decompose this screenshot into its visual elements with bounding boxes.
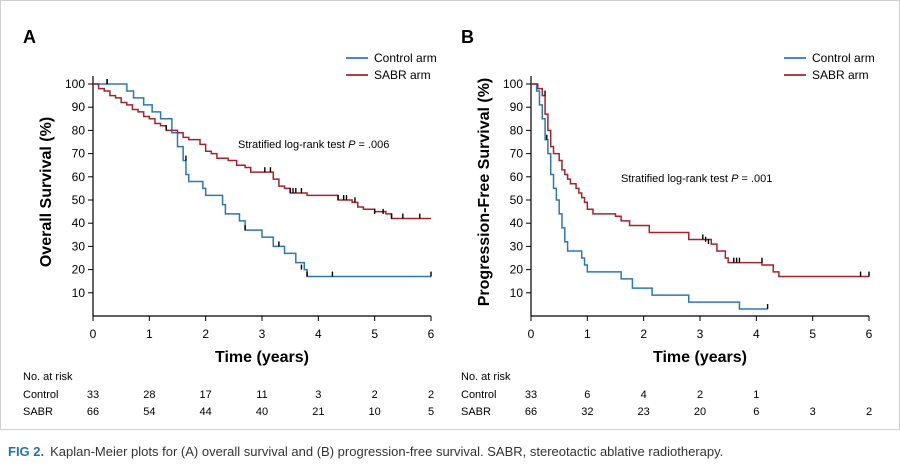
x-tick-label: 1 bbox=[584, 327, 591, 341]
at-risk-value: 33 bbox=[525, 389, 537, 401]
y-tick-label: 30 bbox=[72, 239, 86, 253]
at-risk-value: 40 bbox=[256, 406, 268, 418]
at-risk-header: No. at risk bbox=[23, 371, 73, 383]
km-curve-control-arm bbox=[93, 83, 431, 278]
km-curve-control-arm bbox=[531, 83, 768, 310]
legend-label: Control arm bbox=[812, 51, 875, 65]
caption-text: Kaplan-Meier plots for (A) overall survi… bbox=[50, 444, 724, 459]
legend-label: SABR arm bbox=[812, 68, 869, 82]
at-risk-value: 3 bbox=[810, 406, 816, 418]
y-tick-label: 60 bbox=[72, 170, 86, 184]
x-tick-label: 4 bbox=[315, 327, 322, 341]
at-risk-value: 4 bbox=[641, 389, 647, 401]
y-tick-label: 10 bbox=[510, 286, 524, 300]
legend-label: SABR arm bbox=[374, 68, 431, 82]
at-risk-value: 66 bbox=[87, 406, 99, 418]
x-tick-label: 5 bbox=[371, 327, 378, 341]
at-risk-value: 2 bbox=[697, 389, 703, 401]
at-risk-value: 17 bbox=[200, 389, 212, 401]
y-tick-label: 70 bbox=[72, 147, 86, 161]
x-tick-label: 5 bbox=[809, 327, 816, 341]
logrank-annotation: Stratified log-rank test P = .006 bbox=[238, 139, 389, 151]
y-tick-label: 50 bbox=[510, 193, 524, 207]
caption-label: FIG 2. bbox=[8, 444, 45, 459]
y-tick-label: 90 bbox=[72, 100, 86, 114]
y-tick-label: 50 bbox=[72, 193, 86, 207]
at-risk-value: 5 bbox=[428, 406, 434, 418]
y-axis-title: Progression-Free Survival (%) bbox=[476, 78, 493, 307]
at-risk-value: 1 bbox=[753, 389, 759, 401]
x-tick-label: 6 bbox=[428, 327, 435, 341]
y-tick-label: 60 bbox=[510, 170, 524, 184]
y-tick-label: 30 bbox=[510, 239, 524, 253]
at-risk-value: 11 bbox=[256, 389, 267, 401]
panel-label: A bbox=[23, 27, 36, 47]
y-tick-label: 80 bbox=[510, 123, 524, 137]
x-tick-label: 6 bbox=[866, 327, 873, 341]
y-tick-label: 20 bbox=[72, 263, 86, 277]
at-risk-value: 2 bbox=[372, 389, 378, 401]
y-tick-label: 80 bbox=[72, 123, 86, 137]
y-axis-title: Overall Survival (%) bbox=[38, 117, 55, 267]
at-risk-value: 66 bbox=[525, 406, 537, 418]
at-risk-row-label: Control bbox=[23, 389, 58, 401]
y-tick-label: 20 bbox=[510, 263, 524, 277]
km-curve-sabr-arm bbox=[93, 83, 431, 220]
x-tick-label: 4 bbox=[753, 327, 760, 341]
at-risk-value: 54 bbox=[143, 406, 155, 418]
at-risk-value: 20 bbox=[694, 406, 706, 418]
at-risk-row-label: SABR bbox=[23, 406, 53, 418]
x-tick-label: 1 bbox=[146, 327, 153, 341]
at-risk-value: 32 bbox=[581, 406, 593, 418]
at-risk-value: 10 bbox=[369, 406, 381, 418]
at-risk-header: No. at risk bbox=[461, 371, 511, 383]
chart-panel-a: A 0 1 2 3 4 5 6 10 20 30 40 50 60 70 80 90 100 Time (years… bbox=[23, 27, 437, 418]
at-risk-value: 6 bbox=[753, 406, 759, 418]
y-tick-label: 90 bbox=[510, 100, 524, 114]
at-risk-value: 21 bbox=[312, 406, 324, 418]
y-tick-label: 70 bbox=[510, 147, 524, 161]
x-tick-label: 0 bbox=[90, 327, 97, 341]
x-tick-label: 3 bbox=[697, 327, 704, 341]
at-risk-value: 2 bbox=[866, 406, 872, 418]
at-risk-value: 23 bbox=[638, 406, 650, 418]
x-tick-label: 2 bbox=[202, 327, 209, 341]
figure-frame: A 0 1 2 3 4 5 6 10 20 30 40 50 60 70 80 90 100 Time (years… bbox=[0, 0, 900, 430]
at-risk-value: 3 bbox=[315, 389, 321, 401]
y-tick-label: 40 bbox=[510, 216, 524, 230]
at-risk-value: 44 bbox=[200, 406, 212, 418]
figure-caption: FIG 2. Kaplan-Meier plots for (A) overall… bbox=[8, 444, 892, 459]
y-tick-label: 40 bbox=[72, 216, 86, 230]
panel-label: B bbox=[461, 27, 474, 47]
logrank-annotation: Stratified log-rank test P = .001 bbox=[621, 173, 772, 185]
x-axis-title: Time (years) bbox=[215, 349, 309, 366]
at-risk-value: 2 bbox=[428, 389, 434, 401]
at-risk-value: 33 bbox=[87, 389, 99, 401]
y-tick-label: 10 bbox=[72, 286, 86, 300]
at-risk-row-label: Control bbox=[461, 389, 496, 401]
y-tick-label: 100 bbox=[65, 77, 85, 91]
x-tick-label: 0 bbox=[528, 327, 535, 341]
x-tick-label: 3 bbox=[259, 327, 266, 341]
x-axis-title: Time (years) bbox=[653, 349, 747, 366]
legend-label: Control arm bbox=[374, 51, 437, 65]
x-tick-label: 2 bbox=[640, 327, 647, 341]
y-tick-label: 100 bbox=[503, 77, 523, 91]
at-risk-value: 6 bbox=[584, 389, 590, 401]
at-risk-row-label: SABR bbox=[461, 406, 491, 418]
km-curve-sabr-arm bbox=[531, 83, 869, 278]
at-risk-value: 28 bbox=[143, 389, 155, 401]
